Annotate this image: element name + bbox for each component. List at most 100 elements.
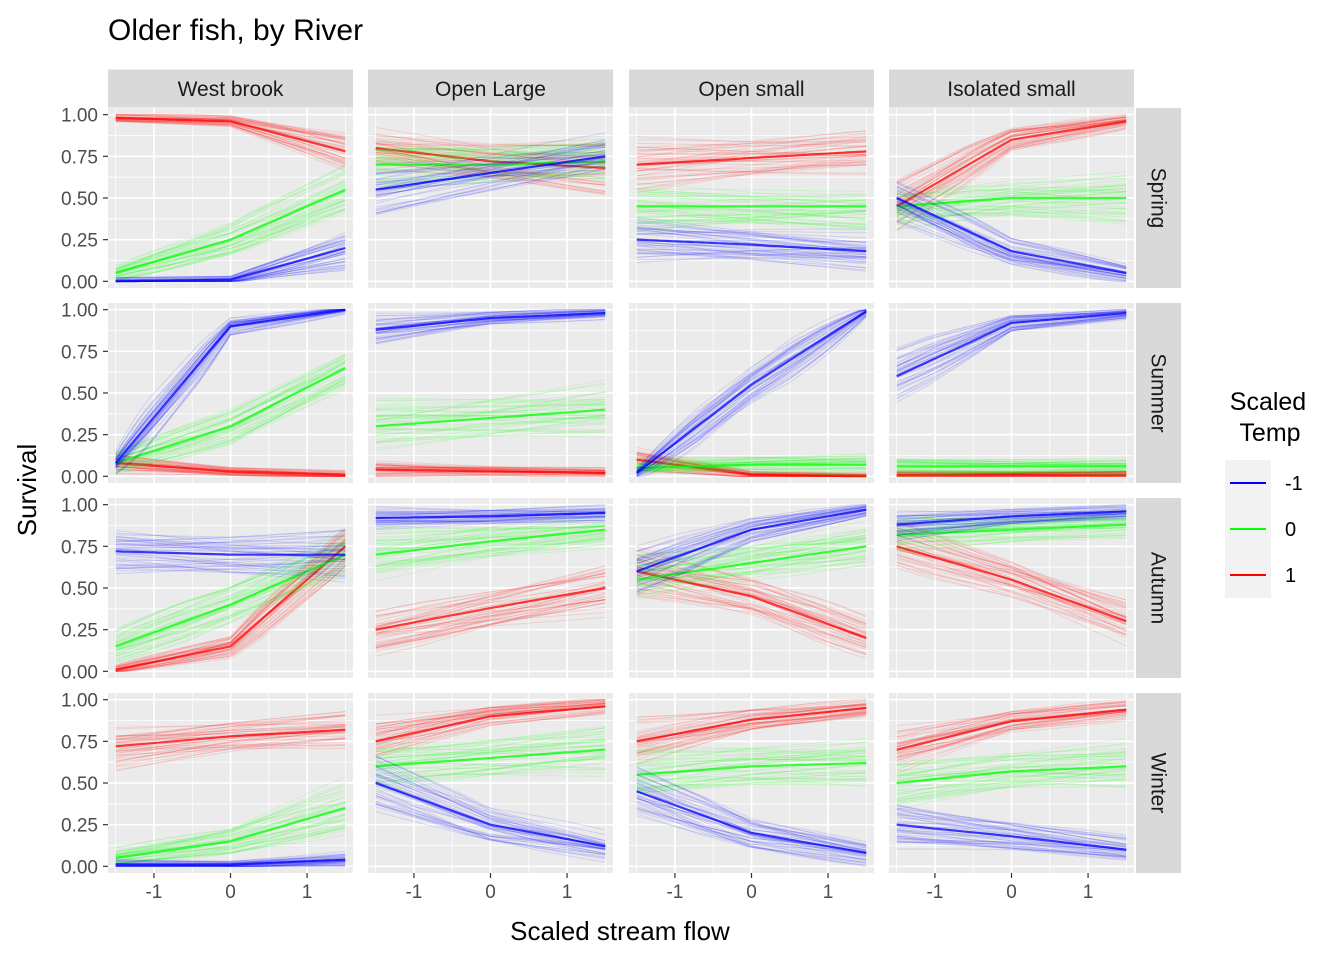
posterior-draw-line (896, 211, 1127, 274)
posterior-draw-line (896, 766, 1127, 794)
posterior-draw-line (375, 316, 606, 340)
facet-grid: West brook Open Large Open small Isolated s… (108, 69, 1181, 873)
posterior-draw-line (896, 508, 1127, 524)
posterior-draw-line (115, 114, 346, 141)
posterior-draw-line (636, 769, 867, 791)
posterior-draw-line (115, 532, 346, 545)
posterior-draw-line (375, 312, 606, 342)
posterior-draw-line (636, 578, 867, 648)
posterior-draw-line (636, 249, 867, 271)
posterior-draw-line (896, 506, 1127, 518)
posterior-draw-line (896, 823, 1127, 848)
posterior-draw-line (375, 766, 606, 846)
posterior-draw-line (896, 196, 1127, 224)
posterior-draw-line (636, 309, 867, 470)
posterior-draw-line (636, 768, 867, 852)
posterior-draw-line (896, 516, 1127, 520)
posterior-draw-line (636, 515, 867, 572)
y-tick-label: 0.75 (61, 537, 98, 558)
posterior-draw-line (115, 802, 346, 849)
posterior-draw-line (636, 452, 867, 474)
gridlines (108, 693, 353, 873)
posterior-draw-line (375, 521, 606, 540)
posterior-draw-line (115, 542, 346, 647)
posterior-draw-line (896, 469, 1127, 473)
posterior-draw-line (375, 172, 606, 182)
posterior-draw-line (636, 513, 867, 567)
posterior-draw-line (115, 544, 346, 548)
posterior-draw-line (896, 752, 1127, 767)
posterior-draw-line (375, 144, 606, 180)
posterior-draw-line (375, 771, 606, 777)
posterior-draw-line (375, 172, 606, 184)
y-tick-label: 0.75 (61, 732, 98, 753)
posterior-draw-line (896, 190, 1127, 265)
posterior-draw-line (375, 705, 606, 727)
posterior-draw-line (636, 805, 867, 857)
posterior-draw-line (896, 460, 1127, 463)
posterior-draw-line (896, 814, 1127, 848)
posterior-draw-line (115, 564, 346, 577)
posterior-draw-line (636, 136, 867, 152)
posterior-draw-line (636, 780, 867, 848)
posterior-draw-line (375, 534, 606, 551)
posterior-draw-line (636, 758, 867, 764)
posterior-draw-line (636, 230, 867, 239)
posterior-draw-line (375, 316, 606, 331)
posterior-draw-line (636, 227, 867, 252)
posterior-draw-line (115, 114, 346, 139)
posterior-draw-line (375, 796, 606, 842)
posterior-draw-line (115, 569, 346, 652)
posterior-draw-line (636, 715, 867, 744)
posterior-draw-line (375, 540, 606, 549)
posterior-draw-line (896, 315, 1127, 400)
posterior-draw-line (375, 710, 606, 748)
posterior-draw-line (896, 127, 1127, 211)
posterior-draw-line (896, 469, 1127, 477)
posterior-draw-line (375, 803, 606, 850)
posterior-draw-line (636, 561, 867, 582)
panel-winter-west-brook (108, 693, 353, 873)
posterior-draw-line (115, 366, 346, 458)
posterior-draw-line (896, 120, 1127, 184)
posterior-draw-line (636, 160, 867, 179)
posterior-draw-line (896, 838, 1127, 859)
posterior-draw-line (636, 703, 867, 735)
posterior-draw-line (375, 754, 606, 784)
posterior-draw-line (375, 803, 606, 855)
posterior-draw-line (896, 811, 1127, 840)
posterior-draw-line (115, 863, 346, 867)
posterior-draw-line (375, 310, 606, 322)
posterior-draw-line (375, 309, 606, 326)
posterior-draw-line (636, 546, 867, 571)
posterior-draw-line (115, 309, 346, 461)
series-mean-line (375, 146, 606, 170)
posterior-draw-line (896, 764, 1127, 802)
posterior-draw-line (375, 509, 606, 515)
posterior-draw-line (115, 545, 346, 552)
posterior-draw-line (896, 470, 1127, 474)
posterior-draw-line (115, 855, 346, 864)
gridlines (629, 693, 874, 873)
posterior-draw-line (115, 815, 346, 865)
posterior-draw-line (896, 518, 1127, 532)
posterior-draw-line (115, 563, 346, 572)
posterior-draw-line (896, 541, 1127, 636)
y-tick-label: 1.00 (61, 301, 98, 322)
series-temp-0 (896, 457, 1127, 477)
posterior-draw-line (375, 162, 606, 192)
posterior-draw-line (636, 777, 867, 794)
posterior-draw-line (375, 757, 606, 775)
posterior-draw-line (115, 179, 346, 278)
posterior-draw-line (636, 514, 867, 584)
posterior-draw-line (115, 196, 346, 281)
posterior-draw-line (115, 813, 346, 865)
posterior-draw-line (636, 210, 867, 231)
posterior-draw-line (636, 558, 867, 639)
posterior-draw-line (375, 599, 606, 649)
posterior-draw-line (375, 525, 606, 552)
posterior-draw-line (375, 166, 606, 180)
posterior-draw-line (896, 704, 1127, 748)
posterior-draw-line (115, 461, 346, 473)
posterior-draw-line (896, 119, 1127, 201)
